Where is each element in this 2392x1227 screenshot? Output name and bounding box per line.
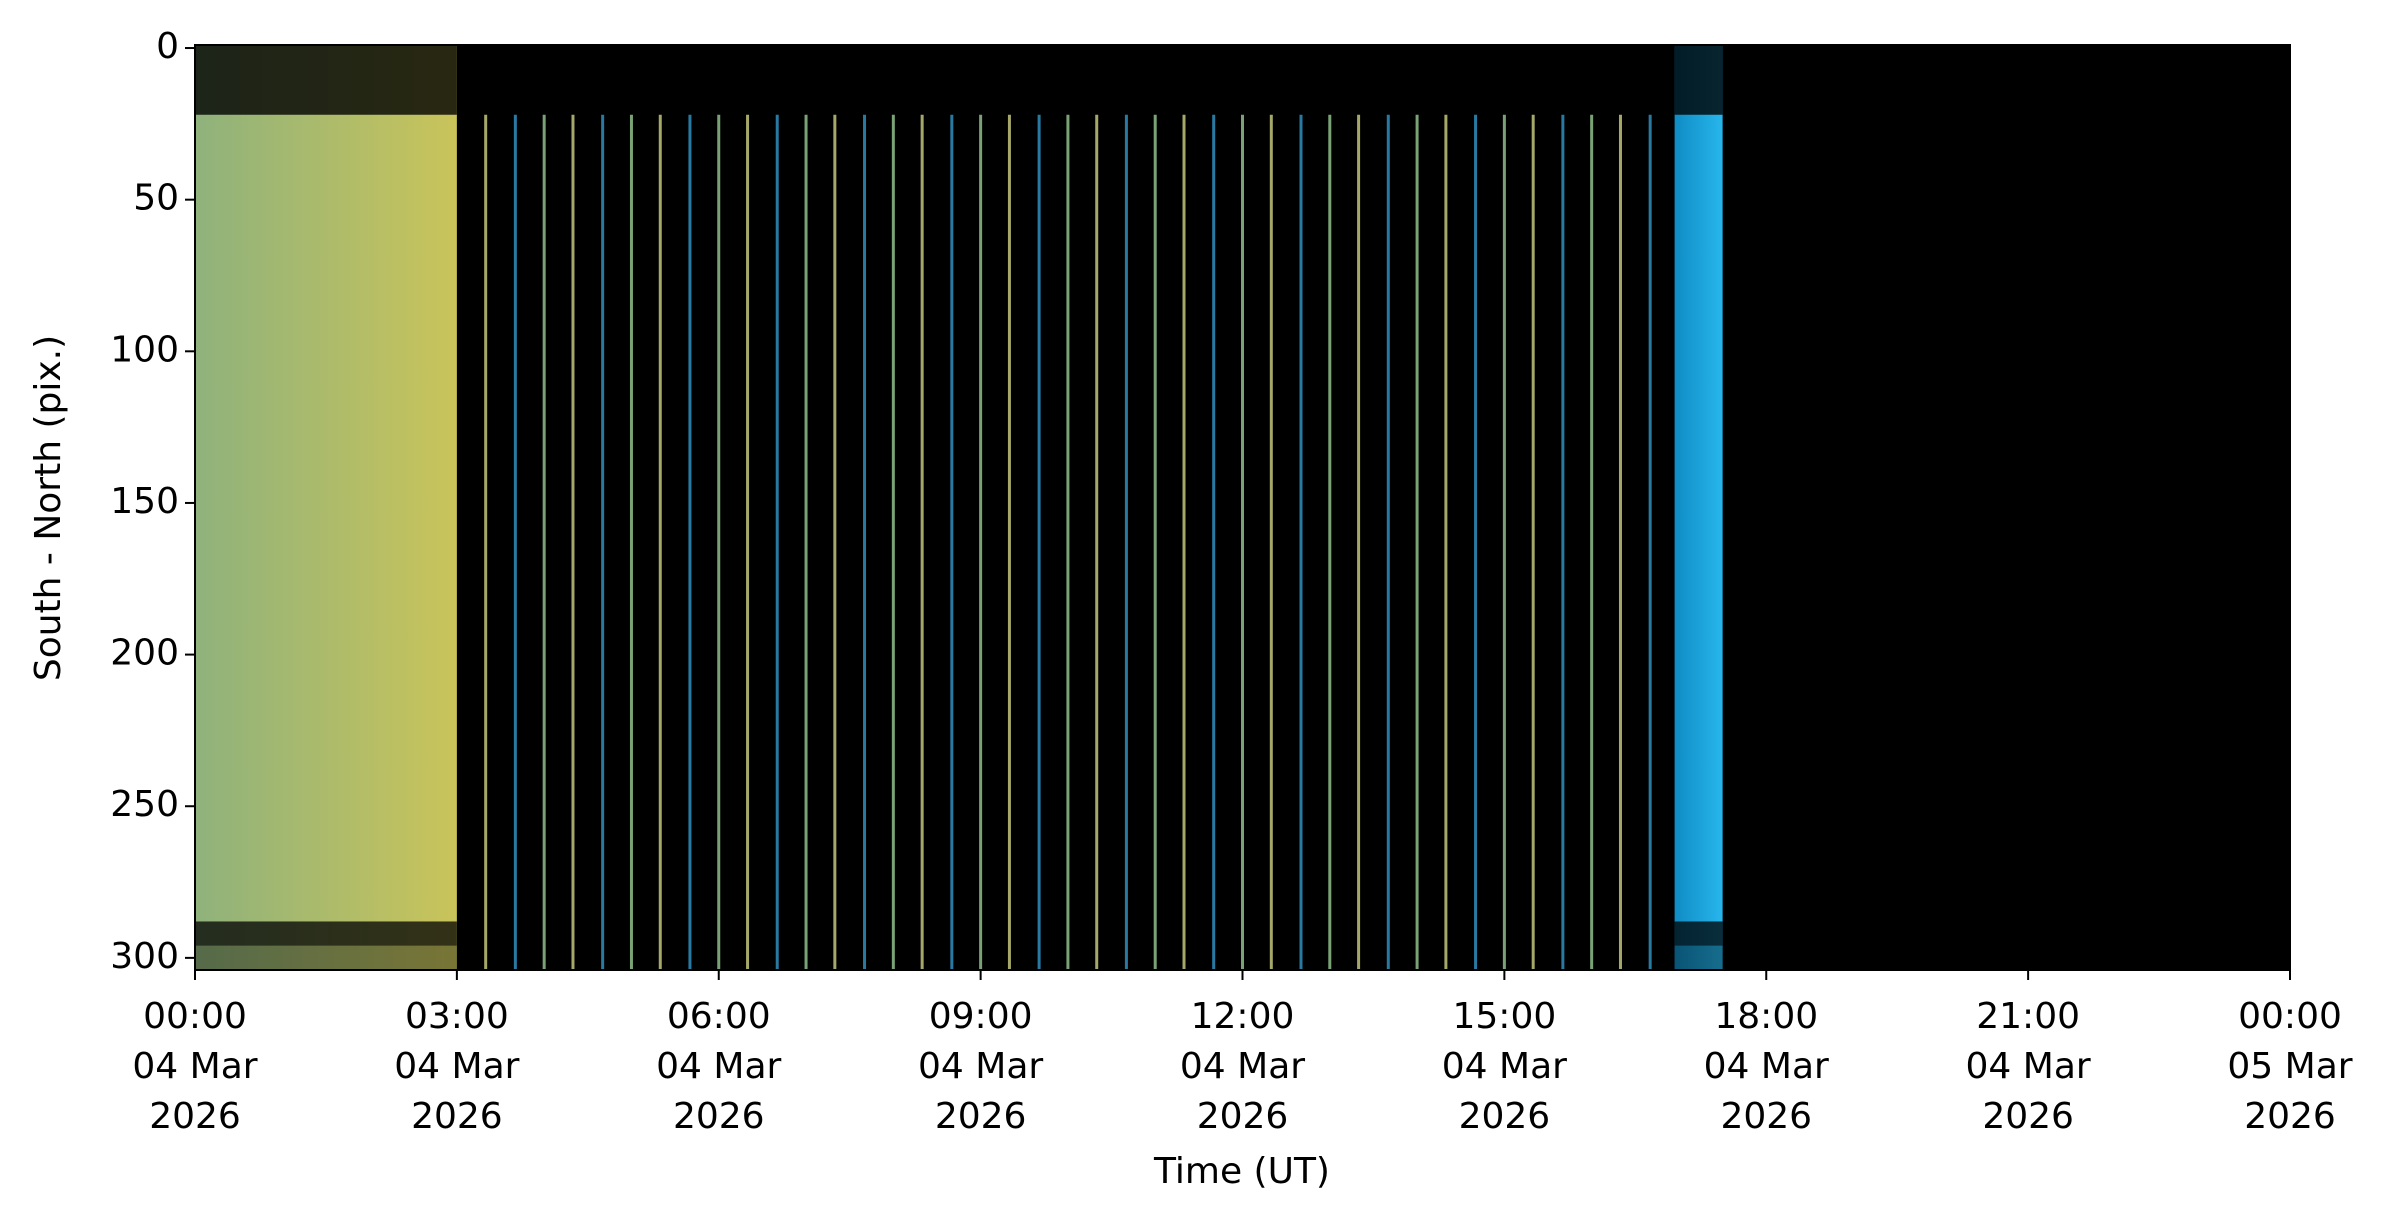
image-band [195, 45, 457, 970]
stripe [1648, 114, 1652, 971]
y-tick-label: 50 [133, 178, 179, 219]
y-tick-label: 0 [156, 26, 179, 67]
stripe [1502, 114, 1506, 971]
stripe [1182, 114, 1186, 971]
stripe [920, 114, 924, 971]
stripe [1444, 114, 1448, 971]
stripe [1618, 114, 1622, 971]
x-axis-label: Time (UT) [1153, 1151, 1330, 1192]
stripe [1474, 114, 1478, 971]
stripe [1357, 114, 1361, 971]
stripe [1590, 114, 1594, 971]
x-tick-label: 03:00 04 Mar 2026 [394, 996, 520, 1137]
stripe [1124, 114, 1128, 971]
stripe [950, 114, 954, 971]
stripe [658, 114, 662, 971]
stripe [688, 114, 692, 971]
band-shade [195, 921, 457, 946]
x-tick-label: 09:00 04 Mar 2026 [918, 996, 1044, 1137]
stripe [484, 114, 488, 971]
stripe [717, 114, 721, 971]
y-tick-label: 150 [110, 481, 179, 522]
y-tick-label: 250 [110, 784, 179, 825]
image-band [1674, 45, 1723, 970]
stripe [601, 114, 605, 971]
x-tick-label: 00:00 04 Mar 2026 [132, 996, 258, 1137]
band-shade [195, 945, 457, 970]
stripe [833, 114, 837, 971]
stripe [1531, 114, 1535, 971]
stripe [804, 114, 808, 971]
stripe [1269, 114, 1273, 971]
x-tick-label: 21:00 04 Mar 2026 [1965, 996, 2091, 1137]
stripe [542, 114, 546, 971]
stripe [979, 114, 983, 971]
x-tick-label: 15:00 04 Mar 2026 [1441, 996, 1567, 1137]
x-tick-label: 00:00 05 Mar 2026 [2227, 996, 2353, 1137]
stripe [775, 114, 779, 971]
y-tick-label: 100 [110, 329, 179, 370]
stripe [1037, 114, 1041, 971]
y-tick-label: 300 [110, 936, 179, 977]
band-shade [195, 45, 457, 115]
stripe [1095, 114, 1099, 971]
stripe [1328, 114, 1332, 971]
stripe [1415, 114, 1419, 971]
y-axis-label: South - North (pix.) [28, 335, 69, 681]
stripe [571, 114, 575, 971]
stripe [1241, 114, 1244, 971]
stripe [1066, 114, 1070, 971]
y-tick-label: 200 [110, 633, 179, 674]
stripe [1212, 114, 1216, 971]
stripe [1153, 114, 1157, 971]
stripe [1299, 114, 1303, 971]
band-shade [1674, 921, 1723, 946]
stripe [891, 114, 895, 971]
band-shade [1674, 45, 1723, 115]
stripe [513, 114, 517, 971]
stripe [863, 114, 867, 971]
band-shade [1674, 945, 1723, 970]
stripe [1007, 114, 1011, 971]
stripe [1561, 114, 1565, 971]
stripe [629, 114, 633, 971]
x-tick-label: 12:00 04 Mar 2026 [1179, 996, 1306, 1137]
stripe [1386, 114, 1390, 971]
x-tick-label: 18:00 04 Mar 2026 [1703, 996, 1829, 1137]
x-tick-label: 06:00 04 Mar 2026 [656, 996, 782, 1137]
stripe [746, 114, 750, 971]
